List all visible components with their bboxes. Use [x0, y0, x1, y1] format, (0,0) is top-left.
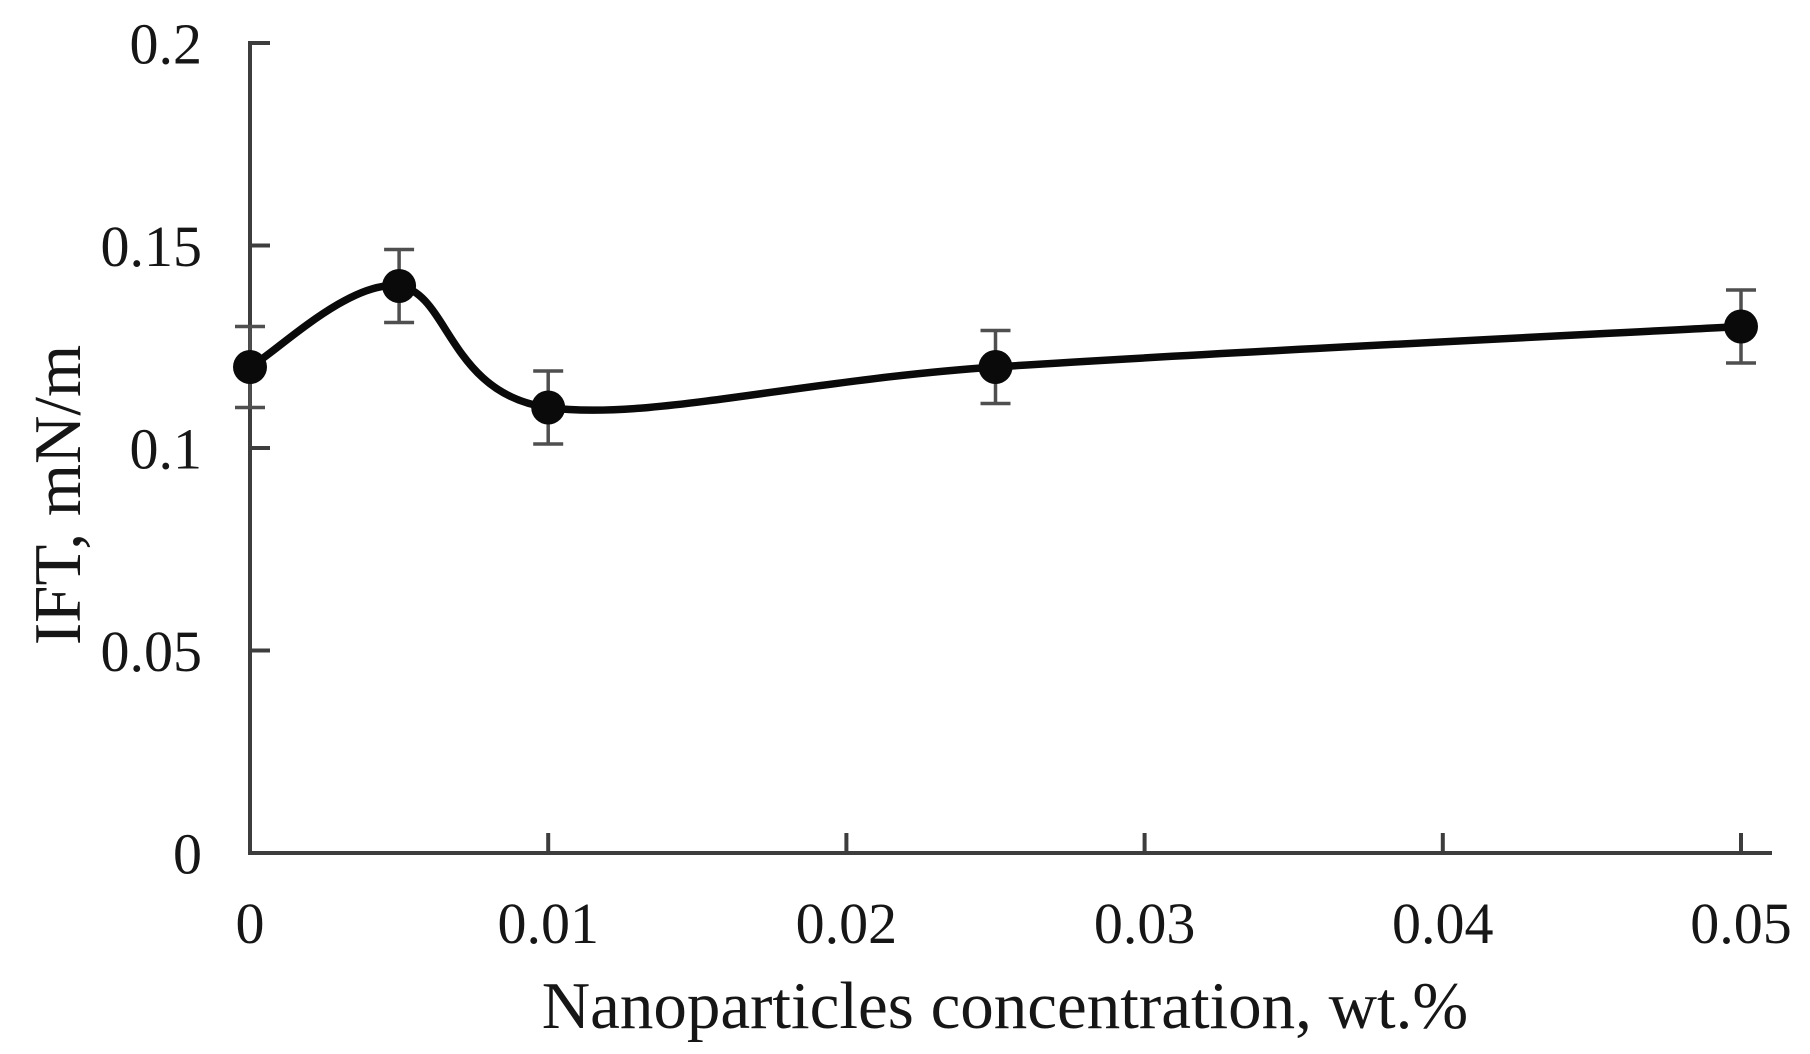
x-axis-title: Nanoparticles concentration, wt.%: [542, 969, 1468, 1043]
x-tick-label: 0.03: [1094, 891, 1196, 956]
y-tick-label: 0.05: [101, 619, 203, 684]
y-tick-label: 0.2: [130, 11, 203, 76]
y-tick-label: 0.15: [101, 214, 203, 279]
x-tick-label: 0.02: [796, 891, 898, 956]
error-bars-layer: [235, 247, 1756, 446]
x-tick-label: 0.04: [1392, 891, 1494, 956]
x-tick-label: 0: [236, 891, 265, 956]
data-point-marker: [233, 350, 267, 384]
data-point-marker: [1724, 309, 1758, 344]
y-tick-label: 0: [173, 821, 202, 886]
labels-layer: 0 0.05 0.1 0.15 0.2 0 0.01 0.02 0.03 0.04 0.05 Nano…: [21, 11, 1792, 1043]
data-point-marker: [978, 350, 1013, 384]
data-point-marker: [382, 269, 417, 303]
axes-layer: [248, 41, 1772, 855]
y-axis-title: IFT, mN/m: [21, 345, 95, 645]
x-tick-label: 0.05: [1690, 891, 1792, 956]
x-tick-label: 0.01: [497, 891, 599, 956]
y-tick-label: 0.1: [130, 416, 203, 481]
series-layer: [233, 269, 1758, 425]
data-point-marker: [531, 390, 566, 425]
